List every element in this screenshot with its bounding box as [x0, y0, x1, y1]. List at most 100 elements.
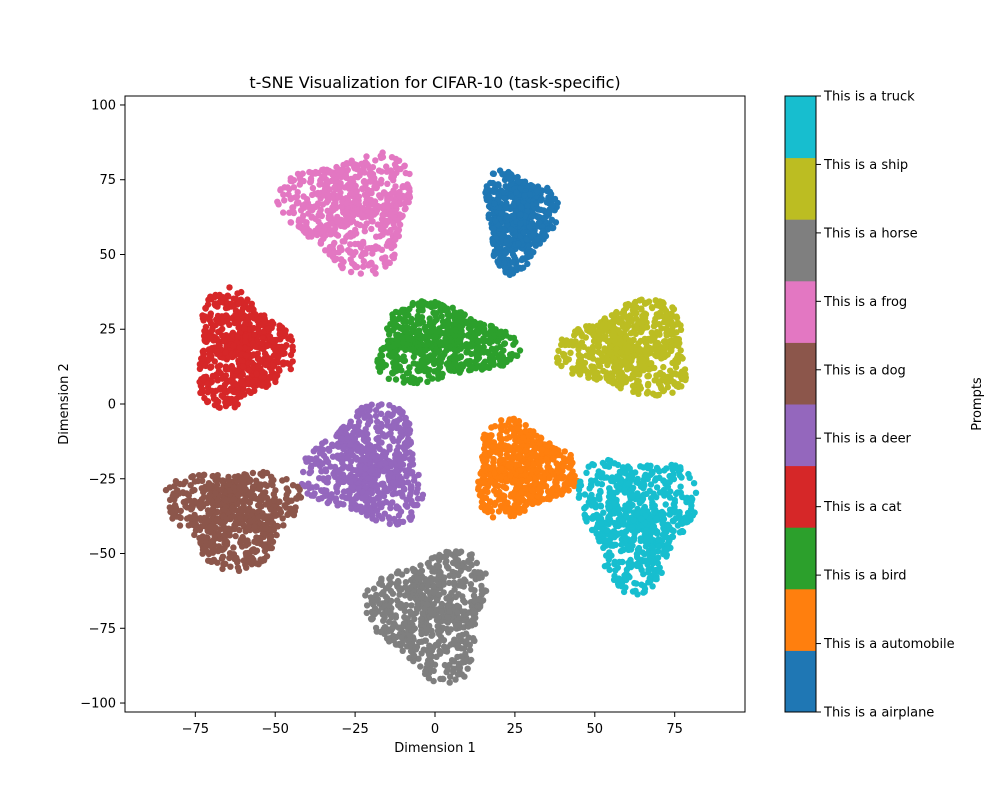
data-point — [422, 327, 430, 334]
data-point — [247, 490, 254, 497]
data-point — [371, 183, 378, 190]
data-point — [450, 668, 457, 676]
data-point — [391, 251, 398, 258]
data-point — [262, 489, 269, 496]
data-point — [301, 483, 309, 490]
data-point — [372, 481, 380, 489]
data-point — [476, 492, 484, 499]
data-point — [366, 260, 373, 268]
data-point — [275, 201, 282, 208]
data-point — [199, 312, 206, 319]
data-point — [344, 494, 351, 502]
data-point — [550, 449, 558, 456]
data-point — [236, 344, 244, 351]
series-airplane — [482, 167, 561, 279]
data-point — [545, 489, 553, 496]
data-point — [226, 387, 233, 394]
data-point — [329, 442, 337, 450]
data-point — [514, 425, 522, 432]
data-point — [405, 369, 412, 376]
data-point — [521, 179, 528, 186]
data-point — [414, 349, 421, 356]
data-point — [279, 477, 286, 484]
data-point — [503, 428, 510, 435]
data-point — [530, 230, 538, 238]
data-point — [240, 557, 247, 564]
data-point — [442, 305, 450, 312]
data-point — [452, 319, 459, 326]
data-point — [401, 357, 409, 364]
data-point — [565, 487, 572, 494]
data-point — [479, 348, 486, 355]
data-point — [374, 596, 381, 603]
data-point — [490, 251, 498, 258]
data-point — [385, 474, 392, 481]
data-point — [223, 399, 230, 406]
data-point — [565, 464, 572, 471]
data-point — [290, 511, 298, 519]
data-point — [470, 320, 477, 328]
data-point — [477, 322, 484, 330]
data-point — [284, 184, 291, 191]
data-point — [374, 427, 382, 435]
data-point — [262, 544, 269, 551]
data-point — [191, 486, 198, 494]
data-point — [514, 352, 521, 359]
data-point — [308, 456, 315, 463]
data-point — [226, 550, 234, 557]
data-point — [353, 492, 360, 500]
data-point — [218, 555, 226, 562]
data-point — [369, 164, 377, 171]
data-point — [349, 217, 357, 225]
data-point — [490, 170, 497, 177]
data-point — [498, 417, 505, 424]
data-point — [516, 467, 524, 474]
data-point — [439, 370, 446, 378]
data-point — [211, 533, 218, 540]
data-point — [444, 317, 452, 324]
data-point — [566, 472, 574, 480]
data-point — [265, 498, 272, 505]
data-point — [378, 420, 385, 428]
data-point — [362, 464, 369, 472]
data-point — [495, 182, 502, 189]
data-point — [230, 496, 238, 503]
data-point — [434, 375, 442, 382]
data-point — [357, 503, 365, 510]
data-point — [367, 172, 374, 179]
data-point — [323, 487, 330, 494]
data-point — [350, 251, 357, 259]
data-point — [406, 420, 413, 428]
data-point — [443, 360, 450, 368]
data-point — [382, 449, 390, 457]
data-point — [313, 483, 320, 490]
data-point — [339, 264, 346, 272]
data-point — [401, 613, 408, 621]
data-point — [206, 510, 213, 517]
data-point — [245, 367, 253, 374]
data-point — [377, 351, 384, 359]
data-point — [364, 421, 372, 428]
data-point — [511, 477, 518, 484]
data-point — [492, 217, 499, 225]
data-point — [243, 473, 250, 480]
data-point — [378, 225, 385, 232]
data-point — [187, 506, 195, 513]
data-point — [517, 185, 525, 192]
series-automobile — [475, 415, 581, 521]
data-point — [415, 328, 423, 336]
data-point — [392, 467, 400, 475]
data-point — [376, 368, 384, 375]
data-point — [535, 486, 542, 493]
data-point — [523, 236, 530, 243]
data-point — [207, 523, 214, 531]
data-point — [380, 202, 388, 209]
data-point — [491, 487, 498, 494]
data-point — [359, 186, 366, 193]
data-point — [352, 467, 359, 474]
data-point — [406, 335, 413, 343]
data-point — [535, 219, 543, 226]
data-point — [356, 172, 363, 179]
data-point — [196, 365, 204, 373]
data-point — [385, 345, 393, 353]
